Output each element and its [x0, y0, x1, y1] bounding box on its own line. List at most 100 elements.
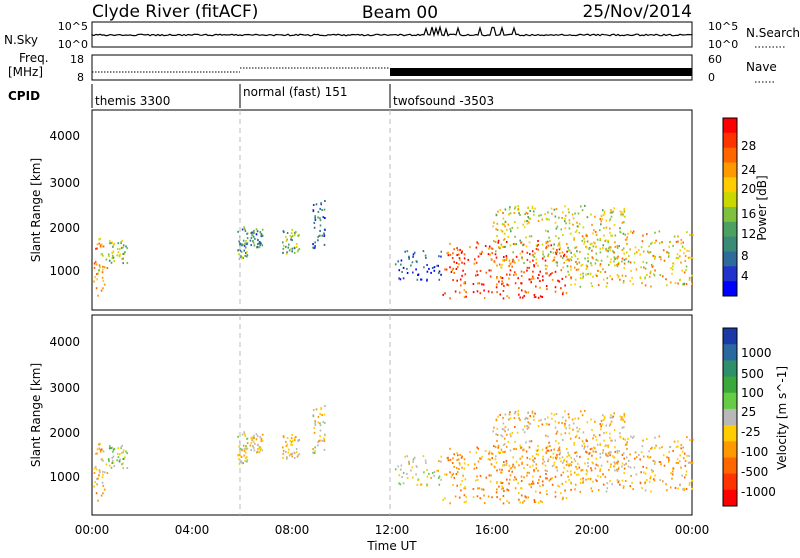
- power-point: [544, 213, 546, 216]
- power-point: [683, 271, 686, 274]
- power-point: [241, 228, 244, 231]
- velocity-point: [617, 460, 619, 463]
- velocity-point: [465, 496, 467, 499]
- velocity-point: [629, 453, 631, 456]
- velocity-point: [674, 487, 677, 489]
- power-point: [683, 252, 685, 255]
- velocity-point: [464, 478, 467, 481]
- velocity-point: [501, 451, 504, 453]
- velocity-point: [498, 485, 500, 488]
- velocity-point: [319, 439, 321, 442]
- velocity-point: [101, 476, 104, 479]
- power-point: [111, 257, 114, 259]
- power-point: [510, 230, 512, 233]
- freq-panel: Freq. [MHz] 18 8 60 0 Nave: [8, 51, 777, 84]
- velocity-point: [118, 460, 121, 463]
- velocity-point: [684, 460, 687, 462]
- power-point: [642, 260, 644, 263]
- power-point: [685, 268, 687, 271]
- power-point: [552, 247, 555, 250]
- power-point: [475, 274, 477, 277]
- power-point: [569, 257, 571, 260]
- velocity-point: [475, 466, 478, 469]
- power-point: [535, 285, 537, 288]
- velocity-point: [568, 427, 571, 430]
- power-point: [610, 209, 612, 212]
- velocity-point: [283, 436, 285, 439]
- velocity-point: [501, 482, 504, 484]
- velocity-point: [581, 440, 584, 443]
- power-point: [607, 250, 609, 253]
- power-point: [514, 205, 517, 208]
- power-point: [555, 252, 558, 255]
- power-point: [688, 278, 691, 281]
- velocity-point: [509, 433, 512, 436]
- velocity-point: [452, 457, 454, 460]
- power-point: [585, 264, 588, 267]
- velocity-point: [449, 471, 451, 474]
- velocity-point: [246, 459, 249, 462]
- velocity-point: [463, 501, 466, 504]
- velocity-point: [649, 456, 652, 459]
- power-point: [449, 242, 451, 245]
- velocity-point: [573, 458, 576, 461]
- power-point: [121, 258, 123, 261]
- power-point: [528, 235, 531, 238]
- power-point: [285, 235, 287, 238]
- power-point: [509, 273, 511, 276]
- velocity-point: [99, 442, 101, 445]
- power-point: [538, 273, 540, 276]
- power-point: [672, 262, 675, 265]
- velocity-point: [534, 501, 537, 504]
- velocity-point: [474, 463, 476, 466]
- velocity-point: [621, 416, 623, 419]
- power-cbar-label-12: 12: [741, 227, 756, 241]
- velocity-point: [402, 482, 405, 485]
- velocity-point: [244, 451, 247, 454]
- velocity-point: [496, 488, 498, 491]
- velocity-point: [502, 416, 504, 419]
- power-point: [124, 251, 126, 254]
- velocity-point: [483, 494, 485, 497]
- power-point: [462, 269, 464, 272]
- velocity-point: [535, 490, 537, 493]
- velocity-point: [504, 425, 507, 428]
- power-point: [459, 248, 461, 251]
- velocity-point: [529, 458, 531, 461]
- velocity-point: [555, 457, 558, 460]
- power-point: [496, 264, 498, 267]
- power-point: [449, 266, 451, 269]
- power-point: [319, 230, 321, 232]
- velocity-point: [252, 445, 254, 448]
- power-point: [612, 210, 615, 213]
- velocity-point: [621, 462, 624, 465]
- power-point: [560, 255, 562, 258]
- velocity-point: [630, 435, 632, 438]
- velocity-point: [599, 452, 602, 455]
- velocity-point: [523, 476, 525, 479]
- power-point: [572, 223, 574, 226]
- power-point: [579, 285, 582, 288]
- velocity-point: [322, 421, 325, 424]
- power-point: [611, 278, 613, 281]
- velocity-point: [579, 490, 582, 493]
- power-point: [541, 243, 544, 246]
- power-point: [621, 211, 623, 214]
- velocity-point: [691, 487, 694, 490]
- velocity-point: [550, 412, 553, 415]
- power-ytick-2000: 2000: [49, 221, 80, 235]
- power-point: [644, 284, 647, 287]
- power-point: [117, 248, 119, 250]
- power-point: [253, 244, 256, 247]
- power-point: [246, 242, 249, 245]
- power-point: [577, 268, 580, 271]
- power-point: [504, 245, 506, 248]
- velocity-point: [496, 481, 498, 483]
- velocity-point: [554, 456, 557, 459]
- velocity-point: [644, 489, 647, 492]
- velocity-point: [440, 478, 442, 481]
- power-point: [654, 269, 656, 272]
- nsky-trace: [91, 24, 693, 38]
- power-point: [570, 259, 573, 262]
- velocity-point: [685, 488, 688, 490]
